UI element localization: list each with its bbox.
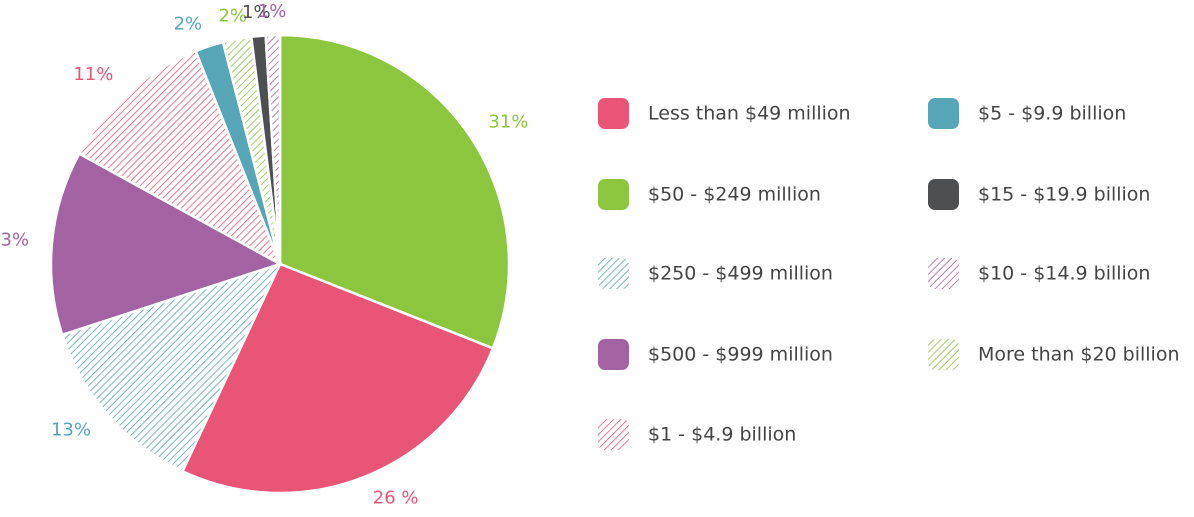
legend-label: $250 - $499 million [648, 263, 833, 285]
value-label: 26 % [373, 487, 419, 508]
legend-label: Less than $49 million [648, 103, 851, 125]
legend-swatch [928, 98, 959, 129]
pie-slice [60, 261, 283, 473]
legend-label: $1 - $4.9 billion [648, 424, 796, 446]
legend-label: $5 - $9.9 billion [978, 103, 1126, 125]
value-label: 13% [0, 229, 29, 250]
legend-label: More than $20 billion [978, 344, 1180, 366]
legend-swatch [598, 419, 629, 450]
value-label: 2% [218, 5, 247, 26]
legend-swatch [598, 258, 629, 289]
value-label: 1% [258, 1, 287, 22]
pie-slice [264, 33, 282, 265]
value-label: 11% [73, 64, 113, 85]
pie-slice [180, 262, 495, 495]
legend-swatch [598, 98, 629, 129]
pie-slice [278, 33, 511, 350]
legend-label: $500 - $999 million [648, 344, 833, 366]
pie-slice [49, 151, 284, 337]
value-label: 31% [488, 111, 528, 132]
legend-swatch [598, 179, 629, 210]
legend-swatch [928, 339, 959, 370]
pie-slice [77, 49, 283, 267]
legend-label: $15 - $19.9 billion [978, 184, 1150, 206]
legend-swatch [598, 339, 629, 370]
legend-label: $10 - $14.9 billion [978, 263, 1150, 285]
value-label: 1% [242, 2, 271, 23]
legend-swatch [928, 258, 959, 289]
value-label: 2% [174, 13, 203, 34]
value-label: 13% [51, 420, 91, 441]
legend-label: $50 - $249 million [648, 184, 821, 206]
legend-swatch [928, 179, 959, 210]
